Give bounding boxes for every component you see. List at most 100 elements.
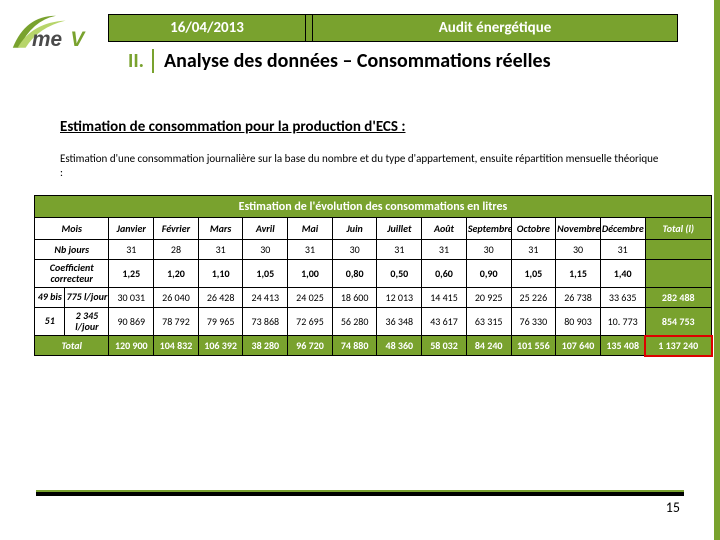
cell: 56 280	[332, 308, 377, 336]
cell: 30 031	[109, 288, 154, 308]
cell: 31	[422, 240, 467, 260]
row-nbjours: Nb jours 31 28 31 30 31 30 31 31 30 31 3…	[35, 240, 712, 260]
cell: 0,90	[466, 260, 511, 288]
cell-label: Nb jours	[35, 240, 109, 260]
cell-label2: 2 345 l/jour	[65, 308, 109, 336]
footer-separator	[36, 490, 684, 492]
row-total: Total 120 900 104 832 106 392 38 280 96 …	[35, 336, 712, 356]
col-month: Mai	[288, 218, 333, 240]
cell: 43 617	[422, 308, 467, 336]
section-heading: II. Analyse des données – Consommations …	[128, 46, 688, 76]
section-text: Analyse des données – Consommations réel…	[154, 49, 551, 73]
cell: 33 635	[600, 288, 645, 308]
cell: 78 792	[154, 308, 199, 336]
cell: 120 900	[109, 336, 154, 356]
cell: 107 640	[556, 336, 601, 356]
cell-label1: 49 bis	[35, 288, 65, 308]
cell: 1,15	[556, 260, 601, 288]
col-mois: Mois	[35, 218, 109, 240]
row-49bis: 49 bis 775 l/jour 30 031 26 040 26 428 2…	[35, 288, 712, 308]
cell: 18 600	[332, 288, 377, 308]
cell: 80 903	[556, 308, 601, 336]
cell: 96 720	[288, 336, 333, 356]
col-month: Décembre	[600, 218, 645, 240]
cell: 72 695	[288, 308, 333, 336]
cell-label: Total	[35, 336, 109, 356]
cell: 1,00	[288, 260, 333, 288]
cell: 31	[600, 240, 645, 260]
cell-label1: 51	[35, 308, 65, 336]
svg-text:V: V	[70, 28, 86, 51]
col-month: Juin	[332, 218, 377, 240]
cell: 1,05	[511, 260, 556, 288]
svg-text:me: me	[32, 28, 62, 51]
header-bar: 16/04/2013 Audit énergétique	[108, 14, 678, 42]
col-month: Novembre	[556, 218, 601, 240]
col-month: Janvier	[109, 218, 154, 240]
cell: 48 360	[377, 336, 422, 356]
cell: 76 330	[511, 308, 556, 336]
cell: 0,80	[332, 260, 377, 288]
paragraph: Estimation d'une consommation journalièr…	[60, 152, 660, 180]
cell: 1,20	[154, 260, 199, 288]
cell: 24 025	[288, 288, 333, 308]
cell: 31	[288, 240, 333, 260]
table-title: Estimation de l'évolution des consommati…	[35, 196, 712, 218]
cell: 90 869	[109, 308, 154, 336]
table-container: Estimation de l'évolution des consommati…	[34, 195, 712, 356]
cell: 63 315	[466, 308, 511, 336]
logo-mev: me V	[8, 12, 104, 58]
cell: 1,40	[600, 260, 645, 288]
cell: 104 832	[154, 336, 199, 356]
cell: 0,60	[422, 260, 467, 288]
cell: 12 013	[377, 288, 422, 308]
col-month: Juillet	[377, 218, 422, 240]
row-51: 51 2 345 l/jour 90 869 78 792 79 965 73 …	[35, 308, 712, 336]
col-month: Février	[154, 218, 199, 240]
cell: 31	[109, 240, 154, 260]
cell: 20 925	[466, 288, 511, 308]
cell: 73 868	[243, 308, 288, 336]
cell: 10. 773	[600, 308, 645, 336]
section-number: II.	[128, 49, 154, 73]
header-date: 16/04/2013	[108, 14, 306, 42]
page-number: 15	[666, 499, 680, 516]
col-month: Août	[422, 218, 467, 240]
cell: 135 408	[600, 336, 645, 356]
cell-label: Coefficient correcteur	[35, 260, 109, 288]
cell: 31	[511, 240, 556, 260]
cell: 25 226	[511, 288, 556, 308]
cell-label2: 775 l/jour	[65, 288, 109, 308]
cell: 28	[154, 240, 199, 260]
cell: 36 348	[377, 308, 422, 336]
cell: 0,50	[377, 260, 422, 288]
consumption-table: Estimation de l'évolution des consommati…	[34, 195, 712, 356]
cell: 30	[556, 240, 601, 260]
col-month: Avril	[243, 218, 288, 240]
subtitle: Estimation de consommation pour la produ…	[60, 118, 405, 136]
col-month: Mars	[198, 218, 243, 240]
cell-total: 854 753	[645, 308, 711, 336]
row-coef: Coefficient correcteur 1,25 1,20 1,10 1,…	[35, 260, 712, 288]
cell: 74 880	[332, 336, 377, 356]
col-total: Total (l)	[645, 218, 711, 240]
cell: 58 032	[422, 336, 467, 356]
cell: 38 280	[243, 336, 288, 356]
accent-bar	[714, 0, 720, 540]
cell-grandtotal: 1 137 240	[645, 336, 711, 356]
cell: 31	[198, 240, 243, 260]
header-title: Audit énergétique	[312, 14, 678, 42]
cell: 31	[377, 240, 422, 260]
cell: 26 428	[198, 288, 243, 308]
cell: 1,10	[198, 260, 243, 288]
cell: 1,05	[243, 260, 288, 288]
cell: 24 413	[243, 288, 288, 308]
cell-total	[645, 240, 711, 260]
cell: 84 240	[466, 336, 511, 356]
cell-total: 282 488	[645, 288, 711, 308]
cell: 26 738	[556, 288, 601, 308]
cell: 30	[243, 240, 288, 260]
cell: 30	[332, 240, 377, 260]
cell: 14 415	[422, 288, 467, 308]
col-month: Octobre	[511, 218, 556, 240]
